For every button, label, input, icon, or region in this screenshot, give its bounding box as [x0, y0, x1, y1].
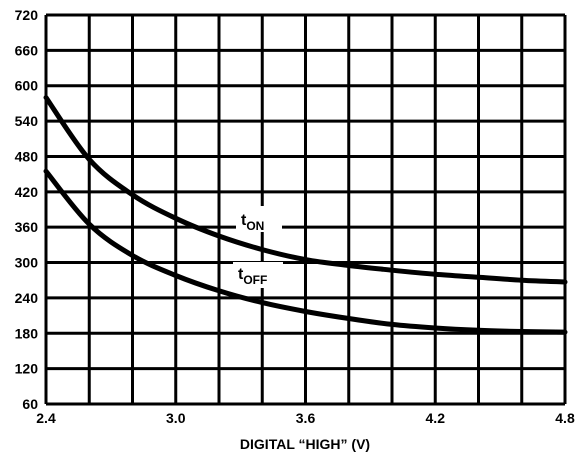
y-tick-label: 360: [15, 219, 39, 235]
x-tick-labels: 2.4 3.0 3.6 4.2 4.8: [36, 410, 575, 426]
y-tick-label: 120: [15, 361, 39, 377]
y-tick-labels: 60 120 180 240 300 360 420 480 540 600 660 720: [15, 7, 39, 412]
label-bg-toff: [233, 262, 283, 288]
x-tick-label: 4.2: [426, 410, 446, 426]
y-tick-label: 540: [15, 113, 39, 129]
series-label-toff-main: t: [238, 266, 244, 283]
series-label-backgrounds: [233, 206, 283, 288]
grid: [44, 13, 567, 406]
y-tick-label: 600: [15, 78, 39, 94]
x-tick-label: 3.6: [296, 410, 316, 426]
series-lines: [43, 95, 568, 335]
series-line-ton: [43, 95, 568, 285]
series-label-ton-sub: ON: [246, 219, 264, 233]
series-label-ton-main: t: [241, 212, 247, 229]
y-tick-label: 60: [22, 396, 38, 412]
y-tick-label: 720: [15, 7, 39, 23]
x-tick-label: 2.4: [36, 410, 56, 426]
series-label-toff: tOFF: [238, 266, 267, 287]
y-tick-label: 660: [15, 42, 39, 58]
y-tick-label: 480: [15, 148, 39, 164]
x-axis-label: DIGITAL “HIGH” (V): [240, 436, 370, 452]
x-tick-label: 3.0: [166, 410, 186, 426]
y-tick-label: 180: [15, 325, 39, 341]
series-line-toff: [43, 168, 568, 335]
y-tick-label: 240: [15, 290, 39, 306]
series-label-ton: tON: [241, 212, 264, 233]
label-bg-ton: [236, 206, 282, 232]
series-label-toff-sub: OFF: [243, 273, 267, 287]
y-tick-label: 420: [15, 184, 39, 200]
y-tick-label: 300: [15, 255, 39, 271]
x-tick-label: 4.8: [555, 410, 575, 426]
